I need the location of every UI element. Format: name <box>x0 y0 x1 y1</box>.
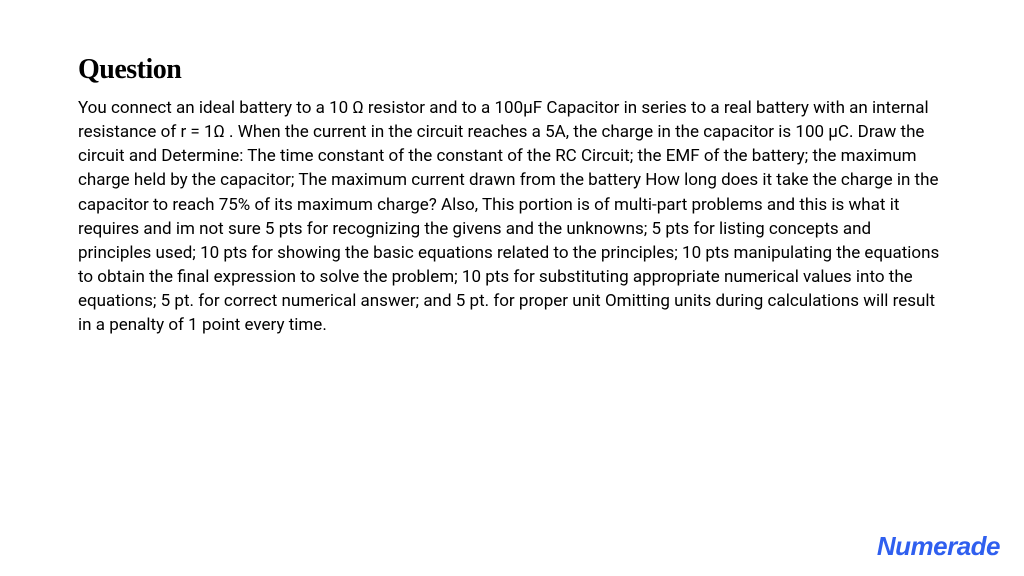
question-heading: Question <box>78 54 946 86</box>
question-body-text: You connect an ideal battery to a 10 Ω r… <box>78 96 946 337</box>
content-container: Question You connect an ideal battery to… <box>0 0 1024 337</box>
numerade-logo: Numerade <box>877 531 1000 562</box>
